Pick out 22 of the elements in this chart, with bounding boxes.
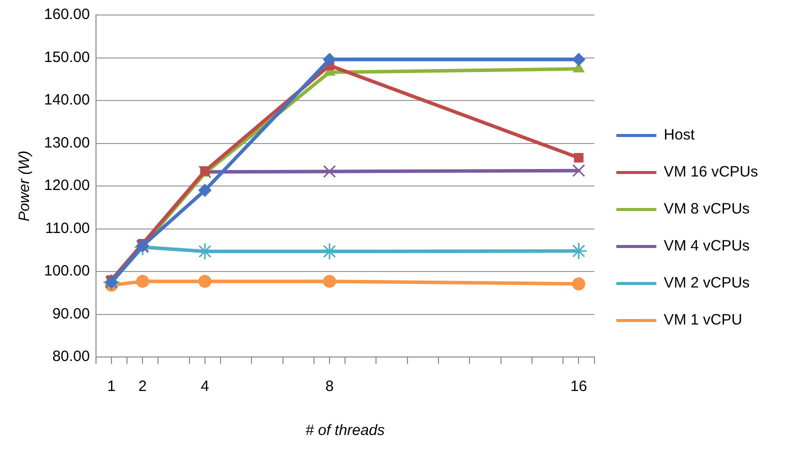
y-tick-label: 130.00 — [44, 134, 90, 152]
y-tick-label: 90.00 — [52, 305, 90, 322]
legend-label: VM 16 vCPUs — [664, 164, 758, 181]
y-tick-label: 160.00 — [44, 6, 90, 24]
x-tick-label: 1 — [107, 378, 116, 396]
legend-label: Host — [664, 126, 696, 144]
x-tick-label: 8 — [325, 378, 334, 396]
y-tick-label: 140.00 — [44, 92, 90, 109]
y-tick-label: 120.00 — [44, 177, 90, 194]
legend-label: VM 8 vCPUs — [664, 200, 750, 218]
x-axis-title: # of threads — [305, 422, 386, 440]
y-tick-label: 150.00 — [44, 48, 90, 66]
y-tick-label: 80.00 — [52, 348, 90, 366]
y-tick-label: 100.00 — [44, 262, 90, 280]
legend-label: VM 4 vCPUs — [664, 238, 750, 255]
legend-label: VM 2 vCPUs — [664, 274, 750, 292]
x-tick-label: 16 — [570, 378, 588, 396]
y-axis-title: Power (W) — [16, 150, 34, 222]
x-tick-label: 2 — [138, 378, 147, 396]
legend-label: VM 1 vCPU — [664, 312, 742, 329]
x-tick-label: 4 — [200, 378, 210, 396]
y-tick-label: 110.00 — [45, 220, 90, 237]
